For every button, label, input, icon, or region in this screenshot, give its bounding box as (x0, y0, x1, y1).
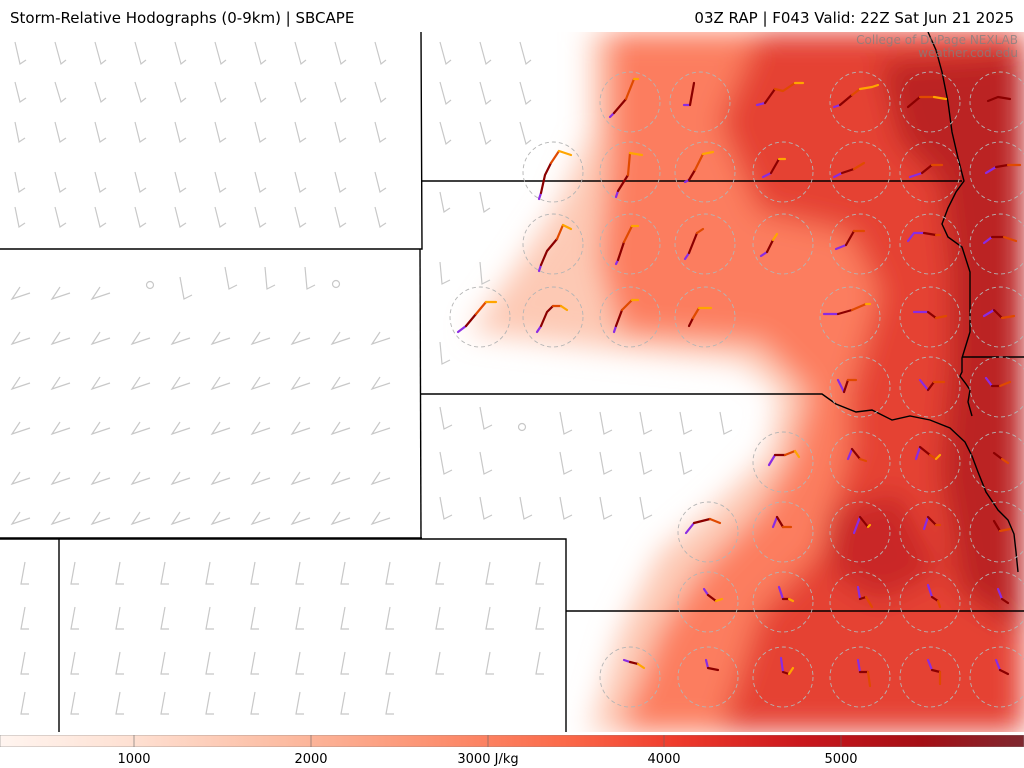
map-canvas (0, 32, 1024, 732)
colorbar-tick-1000: 1000 (117, 752, 151, 767)
weather-map[interactable] (0, 32, 1024, 732)
map-title: Storm-Relative Hodographs (0-9km) | SBCA… (10, 9, 355, 27)
cape-colorbar (0, 732, 1024, 748)
colorbar-tick-5000: 5000 (824, 752, 858, 767)
wind-barbs (10, 41, 733, 715)
hodograph-rings (449, 71, 1024, 708)
hodographs (456, 77, 1022, 688)
watermark-credit: College of DuPage NEXLAB weather.cod.edu (856, 33, 1018, 60)
state-borders (0, 32, 1024, 732)
colorbar-tick-3000: 3000 J/kg (457, 752, 519, 767)
colorbar-tick-4000: 4000 (647, 752, 681, 767)
colorbar-gradient (0, 734, 1024, 748)
model-run-valid-time: 03Z RAP | F043 Valid: 22Z Sat Jun 21 202… (694, 9, 1014, 27)
colorbar-tick-2000: 2000 (294, 752, 328, 767)
